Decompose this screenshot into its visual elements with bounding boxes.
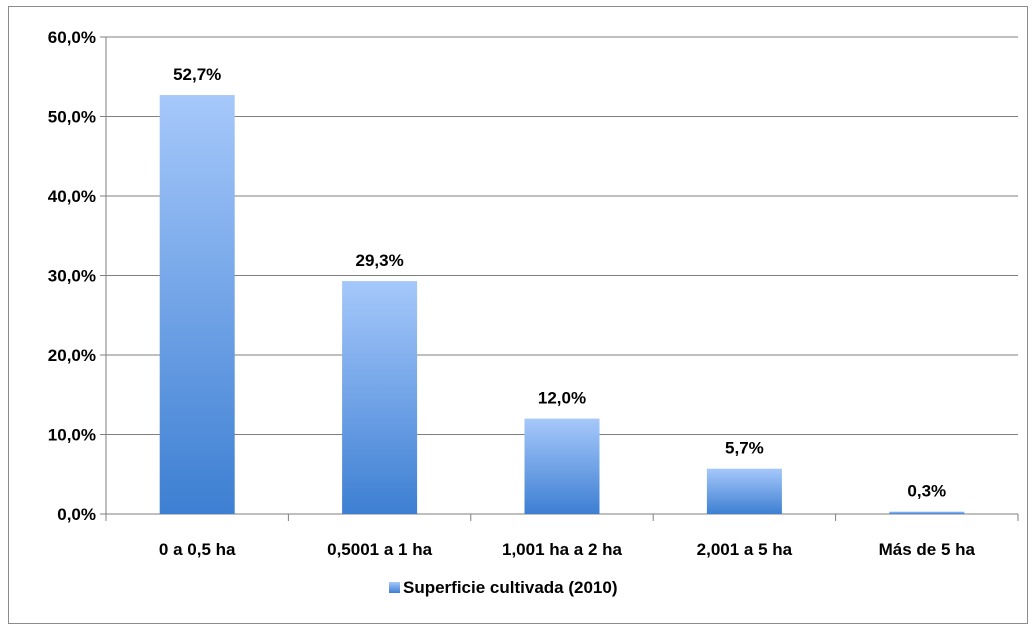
y-tick-label: 60,0% <box>48 28 96 47</box>
bar <box>159 95 235 514</box>
bar <box>342 281 418 514</box>
x-tick-label: 1,001 ha a 2 ha <box>502 540 623 559</box>
bar <box>889 511 965 514</box>
legend-swatch <box>389 582 400 593</box>
y-tick-label: 0,0% <box>57 505 96 524</box>
legend: Superficie cultivada (2010) <box>389 578 617 597</box>
x-tick-label: Más de 5 ha <box>879 540 976 559</box>
x-tick-label: 2,001 a 5 ha <box>697 540 793 559</box>
bar <box>524 418 600 514</box>
data-label: 52,7% <box>173 65 221 84</box>
y-tick-label: 50,0% <box>48 108 96 127</box>
data-labels: 52,7% 29,3% 12,0% 5,7% 0,3% <box>173 65 946 501</box>
data-label: 5,7% <box>725 439 764 458</box>
bar <box>706 468 782 514</box>
data-label: 0,3% <box>907 482 946 501</box>
bars <box>159 95 965 514</box>
y-tick-label: 20,0% <box>48 346 96 365</box>
x-tick-label: 0,5001 a 1 ha <box>327 540 432 559</box>
y-tick-label: 10,0% <box>48 426 96 445</box>
data-label: 29,3% <box>355 251 403 270</box>
y-tick-label: 40,0% <box>48 187 96 206</box>
y-tick-label: 30,0% <box>48 267 96 286</box>
data-label: 12,0% <box>538 389 586 408</box>
legend-label: Superficie cultivada (2010) <box>403 578 617 597</box>
x-tick-label: 0 a 0,5 ha <box>159 540 236 559</box>
gridlines <box>106 36 1018 435</box>
